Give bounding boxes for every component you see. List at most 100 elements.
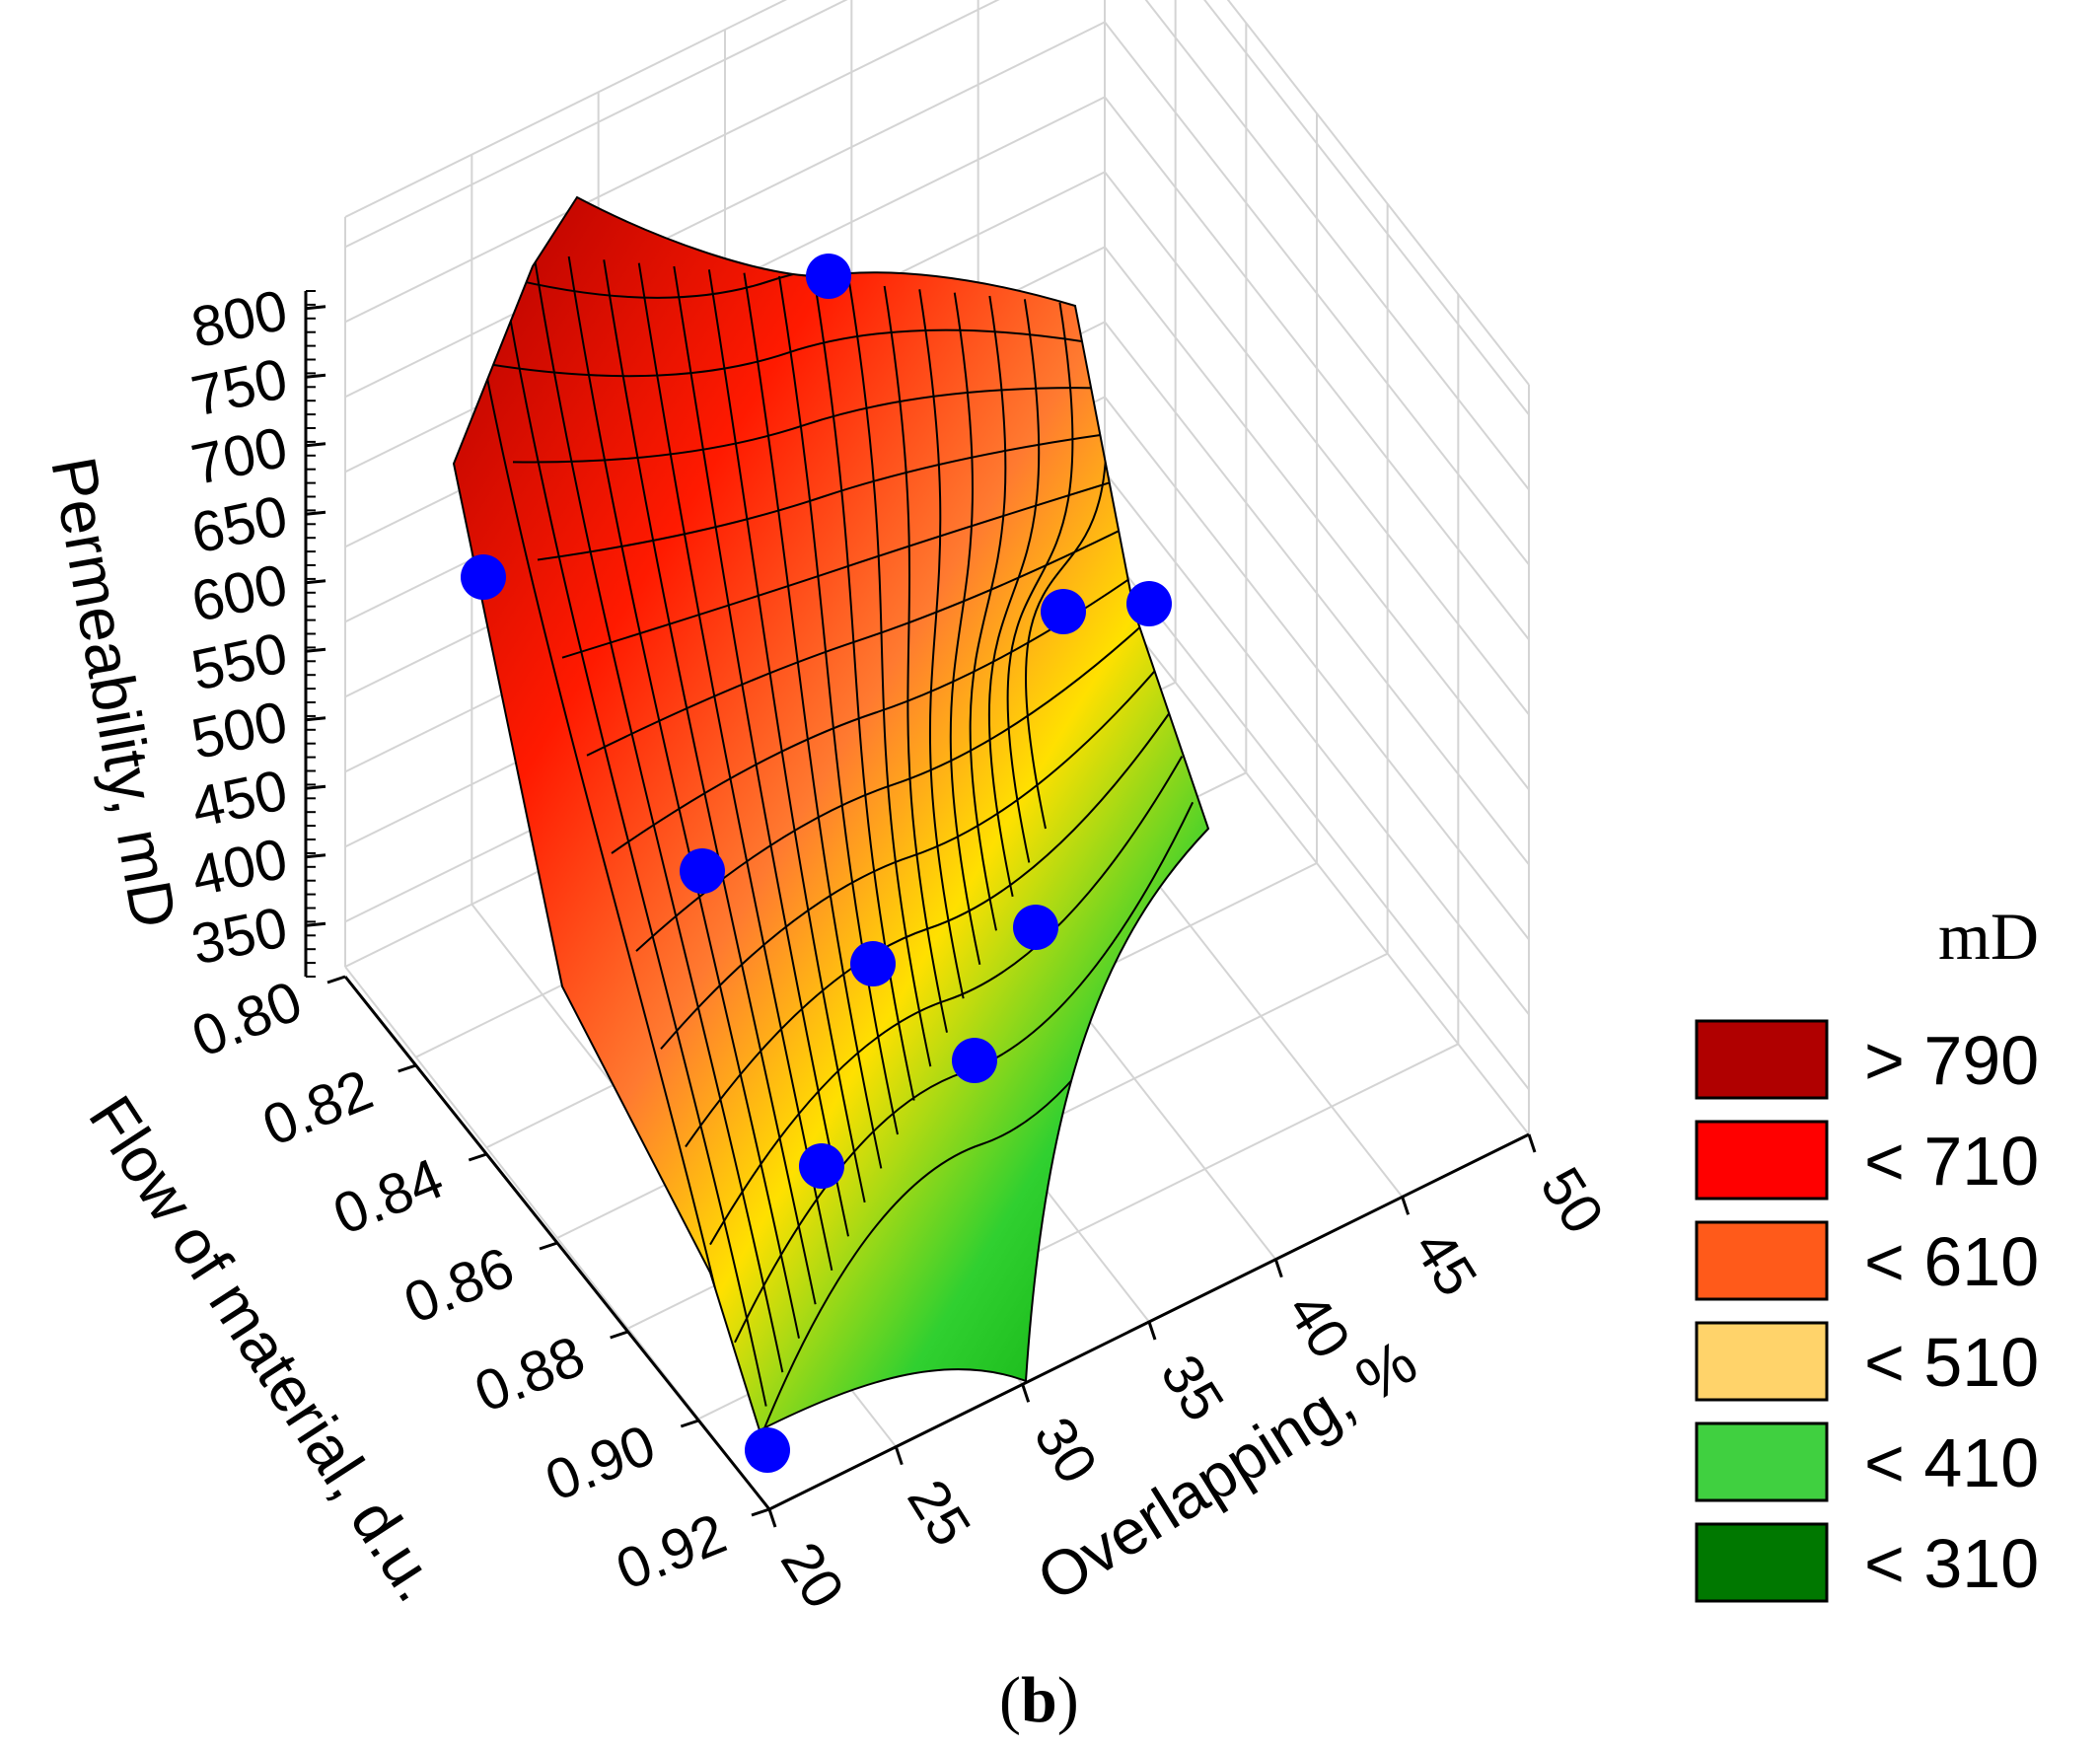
mesh-line-overlap xyxy=(533,253,784,1373)
legend-label: < 410 xyxy=(1864,1424,2039,1501)
mesh-line-overlap xyxy=(603,259,817,1305)
grid-line xyxy=(344,0,848,249)
mesh-line-flow xyxy=(487,328,1086,378)
data-point xyxy=(461,554,506,600)
mesh-line-overlap xyxy=(778,275,899,1135)
data-point xyxy=(952,1038,997,1083)
legend-swatch xyxy=(1695,1220,1829,1301)
grid-line xyxy=(344,21,1106,399)
surface-patch xyxy=(452,195,1210,1432)
mesh-line-flow xyxy=(586,525,1129,757)
mesh-line-flow xyxy=(537,433,1108,561)
x-tick xyxy=(1021,1383,1031,1403)
y-tick-label: 0.88 xyxy=(467,1324,594,1425)
mesh-line-overlap xyxy=(987,299,1041,898)
grid-line xyxy=(1104,171,1530,716)
z-tick xyxy=(305,784,326,790)
legend-label: < 610 xyxy=(1864,1223,2039,1300)
data-point xyxy=(745,1427,790,1473)
x-tick-label: 45 xyxy=(1402,1219,1489,1307)
y-tick xyxy=(326,975,346,984)
z-tick xyxy=(305,510,326,516)
mesh-line-overlap xyxy=(463,246,751,1430)
x-tick xyxy=(1147,1321,1157,1341)
z-tick xyxy=(305,442,326,448)
y-tick xyxy=(539,1241,558,1251)
caption-letter: b xyxy=(1021,1664,1057,1736)
grid-line xyxy=(344,0,1000,324)
y-tick-label: 0.82 xyxy=(254,1057,382,1159)
legend-label: < 710 xyxy=(1864,1123,2039,1200)
x-tick-label: 20 xyxy=(768,1531,856,1619)
grid-line xyxy=(1104,546,1530,1091)
mesh-line-overlap xyxy=(673,265,849,1237)
z-tick xyxy=(305,921,326,927)
mesh-line-flow xyxy=(709,756,1184,1246)
mesh-line-flow xyxy=(512,387,1097,464)
y-tick xyxy=(610,1330,629,1340)
z-tick xyxy=(305,716,326,722)
mesh-line-overlap xyxy=(969,295,1007,931)
grid-line xyxy=(1104,21,1530,566)
y-tick-label: 0.84 xyxy=(325,1146,452,1248)
grid-edge xyxy=(1226,0,1530,386)
x-tick-label: 25 xyxy=(895,1469,982,1557)
legend-label: < 310 xyxy=(1864,1525,2039,1602)
x-tick xyxy=(1401,1196,1411,1215)
legend-label: > 790 xyxy=(1864,1022,2039,1099)
mesh-line-overlap xyxy=(707,269,866,1203)
mesh-line-overlap xyxy=(637,262,833,1271)
x-tick-label: 35 xyxy=(1148,1344,1236,1431)
x-tick xyxy=(894,1446,904,1466)
y-tick xyxy=(751,1507,770,1517)
caption-open: ( xyxy=(999,1664,1021,1736)
z-tick xyxy=(305,373,326,379)
legend-swatch xyxy=(1695,1120,1829,1201)
z-tick xyxy=(305,647,326,653)
z-axis-title: Permeability, mD xyxy=(37,452,190,933)
grid-line xyxy=(1104,471,1530,1016)
grid-line xyxy=(1144,0,1530,491)
z-tick xyxy=(305,853,326,859)
data-point xyxy=(806,254,851,299)
data-points xyxy=(461,254,1172,1473)
y-tick-label: 0.92 xyxy=(608,1501,735,1603)
mesh-line-flow xyxy=(660,663,1162,1050)
legend-label: < 510 xyxy=(1864,1324,2039,1401)
x-tick xyxy=(1273,1259,1283,1278)
x-tick xyxy=(767,1508,777,1528)
legend-swatch xyxy=(1695,1321,1829,1402)
legend-swatch xyxy=(1695,1421,1829,1502)
legend: mD > 790 < 710 < 610 < 510 < 410 < 310 xyxy=(1695,899,2039,1603)
y-tick xyxy=(468,1152,487,1162)
mesh-line-overlap xyxy=(743,272,883,1169)
grid-edge xyxy=(344,0,788,218)
mesh-line-overlap xyxy=(567,255,800,1339)
grid-line xyxy=(1104,96,1530,641)
x-tick-label: 50 xyxy=(1528,1156,1616,1244)
figure-caption: (b) xyxy=(999,1664,1079,1736)
y-tick xyxy=(398,1063,417,1073)
grid-line xyxy=(1203,0,1530,416)
mesh-line-overlap xyxy=(883,285,948,1033)
data-point xyxy=(680,848,725,894)
mesh-line-overlap xyxy=(497,250,767,1407)
legend-swatch xyxy=(1695,1019,1829,1100)
legend-swatch xyxy=(1695,1522,1829,1603)
surface-mesh xyxy=(463,246,1204,1430)
response-surface xyxy=(452,195,1210,1432)
mesh-line-overlap xyxy=(949,292,981,965)
y-tick-label: 0.90 xyxy=(537,1413,664,1514)
x-tick xyxy=(1527,1133,1537,1153)
data-point xyxy=(799,1143,844,1189)
mesh-line-flow xyxy=(685,709,1173,1148)
z-tick xyxy=(305,305,326,311)
mesh-line-overlap xyxy=(848,282,932,1067)
mesh-line-overlap xyxy=(918,289,965,999)
legend-title: mD xyxy=(1938,899,2039,974)
data-point xyxy=(850,941,896,986)
z-tick xyxy=(305,579,326,585)
y-tick-label: 0.86 xyxy=(396,1235,523,1337)
y-tick-label: 0.80 xyxy=(183,969,311,1070)
